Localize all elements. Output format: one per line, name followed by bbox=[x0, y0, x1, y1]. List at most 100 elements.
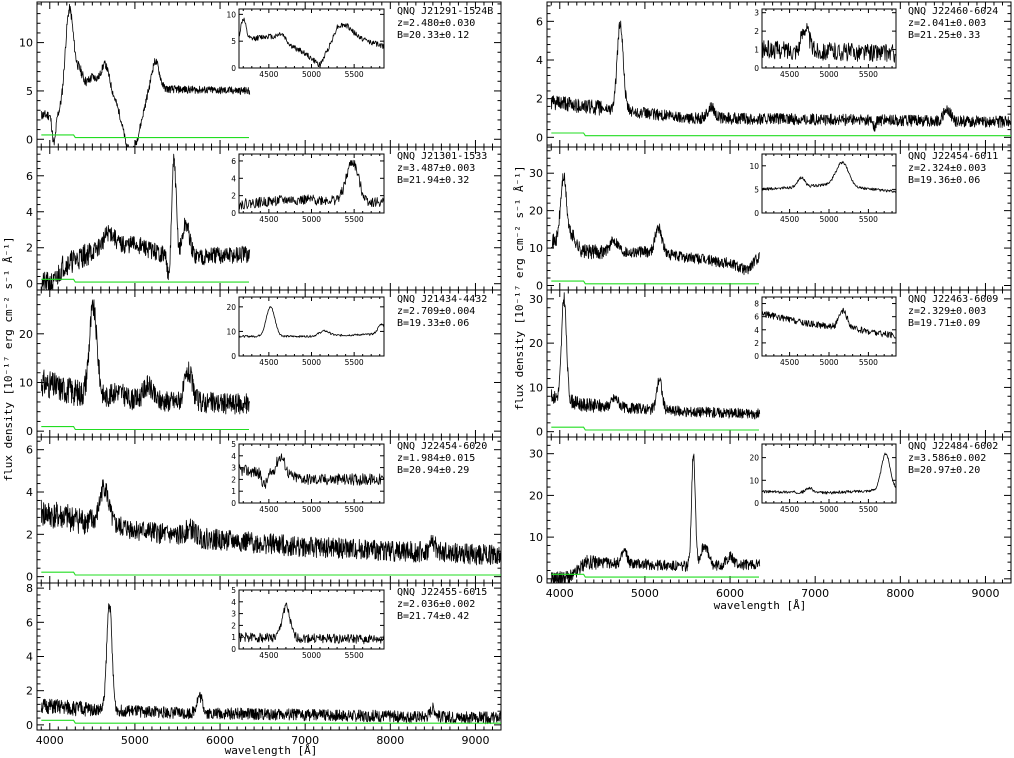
inset-y-tick-label: 1 bbox=[754, 46, 759, 55]
spectrum-panel-6: 0 2 4 6 QNQ J22460-6024z=2.041±0.003B=21.25±… bbox=[536, 1, 1012, 148]
redshift-label: z=2.041±0.003 bbox=[908, 18, 986, 29]
error-spectrum-line bbox=[41, 134, 249, 139]
x-tick-label: 7000 bbox=[801, 587, 829, 600]
error-spectrum-line bbox=[41, 426, 249, 431]
inset-y-tick-label: 3 bbox=[231, 610, 236, 619]
inset-x-tick-label: 5500 bbox=[345, 215, 364, 224]
y-tick-label: 10 bbox=[529, 381, 543, 394]
inset-x-tick-label: 4500 bbox=[259, 215, 278, 224]
inset-frame bbox=[238, 296, 385, 357]
y-tick-label: 6 bbox=[536, 15, 543, 28]
spectrum-line bbox=[550, 172, 761, 276]
inset-y-tick-label: 2 bbox=[754, 339, 759, 348]
y-tick-label: 0 bbox=[26, 571, 33, 584]
inset-y-tick-label: 6 bbox=[754, 313, 759, 322]
object-name: QNQ J21301-1533 bbox=[397, 151, 487, 162]
inset-spectrum-line bbox=[761, 452, 897, 495]
error-spectrum-line bbox=[551, 426, 759, 431]
inset-y-tick-label: 0 bbox=[231, 64, 236, 73]
inset-y-tick-label: 0 bbox=[754, 499, 759, 508]
inset-panel: 4500 5000 5500 0 2 4 6 bbox=[231, 153, 385, 224]
inset-x-tick-label: 4500 bbox=[259, 651, 278, 660]
spectrum-panel-4: 0 2 4 6 QNQ J22454-6020z=1.984±0.015B=20.94±… bbox=[26, 436, 502, 584]
inset-y-tick-label: 3 bbox=[754, 9, 759, 18]
inset-y-tick-label: 5 bbox=[231, 586, 236, 595]
spectrum-panel-7: 0 10 20 30 QNQ J22454-6011z=2.324±0.003B=19.… bbox=[529, 146, 1012, 293]
spectrum-panel-1: 0 5 10 QNQ J21291-1524Bz=2.480±0.030B=20.33… bbox=[19, 1, 502, 148]
x-axis-label-left: wavelength [Å] bbox=[225, 744, 318, 757]
y-tick-label: 0 bbox=[26, 133, 33, 146]
inset-y-tick-label: 4 bbox=[231, 452, 236, 461]
inset-y-tick-label: 0 bbox=[231, 499, 236, 508]
y-tick-label: 20 bbox=[529, 205, 543, 218]
y-tick-label: 10 bbox=[529, 242, 543, 255]
inset-x-tick-label: 4500 bbox=[259, 358, 278, 367]
inset-x-tick-label: 5000 bbox=[302, 651, 321, 660]
inset-spectrum-line bbox=[761, 23, 896, 63]
inset-panel: 4500 5000 5500 0 1 2 3 4 5 bbox=[231, 440, 385, 514]
y-tick-label: 6 bbox=[26, 170, 33, 183]
inset-spectrum-line bbox=[761, 160, 897, 193]
inset-x-tick-label: 5000 bbox=[819, 505, 838, 514]
inset-x-tick-label: 4500 bbox=[259, 70, 278, 79]
spectrum-line bbox=[40, 603, 502, 725]
y-tick-label: 0 bbox=[26, 425, 33, 438]
y-tick-label: 10 bbox=[19, 376, 33, 389]
magnitude-label: B=19.71±0.09 bbox=[908, 318, 980, 329]
inset-x-tick-label: 5500 bbox=[859, 70, 878, 79]
y-tick-label: 30 bbox=[529, 448, 543, 461]
inset-spectrum-line bbox=[238, 17, 385, 67]
inset-x-tick-label: 5500 bbox=[345, 651, 364, 660]
x-tick-label: 5000 bbox=[631, 587, 659, 600]
spectrum-panel-2: 0 2 4 6 QNQ J21301-1533z=3.487±0.003B=21.94±… bbox=[26, 146, 502, 291]
inset-x-tick-label: 5500 bbox=[345, 70, 364, 79]
inset-x-tick-label: 5000 bbox=[819, 358, 838, 367]
error-spectrum-line bbox=[41, 278, 249, 283]
object-name: QNQ J22454-6020 bbox=[397, 441, 487, 452]
object-name: QNQ J22454-6011 bbox=[908, 151, 998, 162]
inset-frame bbox=[761, 443, 897, 504]
redshift-label: z=1.984±0.015 bbox=[397, 453, 475, 464]
inset-spectrum-line bbox=[238, 159, 385, 210]
inset-y-tick-label: 4 bbox=[231, 598, 236, 607]
inset-y-tick-label: 5 bbox=[754, 185, 759, 194]
inset-y-tick-label: 20 bbox=[749, 454, 759, 463]
inset-x-tick-label: 4500 bbox=[780, 215, 799, 224]
y-tick-label: 10 bbox=[19, 37, 33, 50]
inset-y-tick-label: 10 bbox=[226, 327, 236, 336]
inset-panel: 4500 5000 5500 0 5 10 bbox=[226, 8, 385, 79]
redshift-label: z=3.487±0.003 bbox=[397, 163, 475, 174]
inset-y-tick-label: 0 bbox=[754, 352, 759, 361]
y-tick-label: 10 bbox=[529, 531, 543, 544]
spectrum-line bbox=[40, 299, 251, 415]
x-tick-label: 8000 bbox=[886, 587, 914, 600]
spectrum-line bbox=[550, 20, 1012, 132]
magnitude-label: B=20.94±0.29 bbox=[397, 465, 469, 476]
inset-panel: 4500 5000 5500 0 2 4 6 8 bbox=[754, 296, 897, 367]
inset-y-tick-label: 0 bbox=[754, 209, 759, 218]
y-tick-label: 2 bbox=[26, 242, 33, 255]
spectrum-line bbox=[40, 479, 502, 566]
inset-x-tick-label: 5000 bbox=[302, 505, 321, 514]
y-tick-label: 2 bbox=[536, 93, 543, 106]
y-tick-label: 5 bbox=[26, 85, 33, 98]
inset-panel: 4500 5000 5500 0 5 10 bbox=[749, 153, 897, 224]
y-tick-label: 4 bbox=[26, 206, 33, 219]
y-tick-label: 6 bbox=[26, 444, 33, 457]
redshift-label: z=2.036±0.002 bbox=[397, 599, 475, 610]
error-spectrum-line bbox=[551, 573, 759, 578]
inset-x-tick-label: 5500 bbox=[345, 358, 364, 367]
spectrum-line bbox=[40, 3, 251, 148]
inset-y-tick-label: 8 bbox=[754, 300, 759, 309]
inset-x-tick-label: 5000 bbox=[819, 215, 838, 224]
y-tick-label: 4 bbox=[26, 486, 33, 499]
y-tick-label: 0 bbox=[536, 131, 543, 144]
x-tick-label: 7000 bbox=[291, 734, 319, 747]
panel-frame bbox=[546, 436, 1012, 584]
spectrum-line bbox=[550, 453, 761, 584]
y-tick-label: 8 bbox=[26, 582, 33, 595]
y-tick-label: 2 bbox=[26, 528, 33, 541]
inset-y-tick-label: 5 bbox=[231, 37, 236, 46]
inset-y-tick-label: 2 bbox=[754, 27, 759, 36]
